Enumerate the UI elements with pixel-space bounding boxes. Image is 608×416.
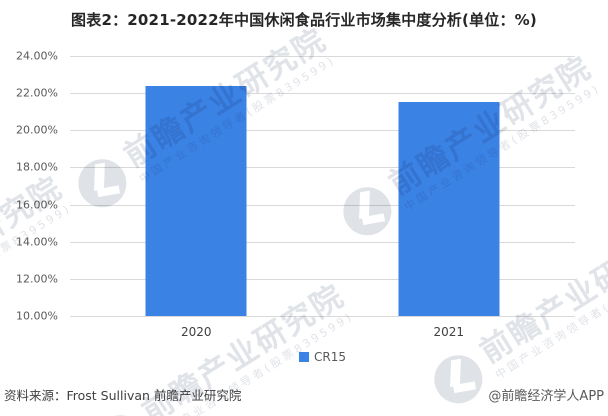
y-axis-tick-label: 20.00%: [16, 123, 58, 137]
gridline: [70, 204, 575, 206]
y-axis-tick-label: 18.00%: [16, 160, 58, 174]
footer: 资料来源：Frost Sullivan 前瞻产业研究院 @前瞻经济学人APP: [4, 385, 604, 404]
gridline: [70, 316, 575, 317]
bar-2021[interactable]: [398, 102, 500, 316]
plot-area: 24.00% 22.00% 20.00% 18.00% 16.00% 14.00% 12.0…: [16, 50, 575, 339]
y-axis-tick-label: 14.00%: [16, 235, 58, 249]
gridline: [70, 278, 575, 280]
legend-label-cr15: CR15: [314, 350, 346, 364]
y-axis-tick-label: 22.00%: [16, 86, 58, 100]
bar-2020[interactable]: [145, 85, 247, 316]
y-axis-tick-label: 12.00%: [16, 272, 58, 286]
x-axis-category-label: 2021: [433, 325, 465, 339]
y-axis-tick-label: 16.00%: [16, 198, 58, 212]
legend: CR15: [70, 350, 575, 364]
chart-title: 图表2：2021-2022年中国休闲食品行业市场集中度分析(单位：%): [71, 11, 537, 29]
gridline: [70, 56, 575, 57]
credit-text: @前瞻经济学人APP: [488, 389, 604, 404]
gridline: [70, 130, 575, 132]
gridline: [70, 241, 575, 243]
qianzhan-logo-icon: [87, 406, 154, 416]
x-axis-category-label: 2020: [180, 325, 212, 339]
source-text: 资料来源：Frost Sullivan 前瞻产业研究院: [4, 388, 242, 403]
legend-swatch-cr15: [299, 352, 309, 362]
gridline: [70, 93, 575, 95]
gridline: [70, 167, 575, 169]
y-axis-tick-label: 10.00%: [16, 309, 58, 323]
y-axis-tick-label: 24.00%: [16, 49, 58, 63]
